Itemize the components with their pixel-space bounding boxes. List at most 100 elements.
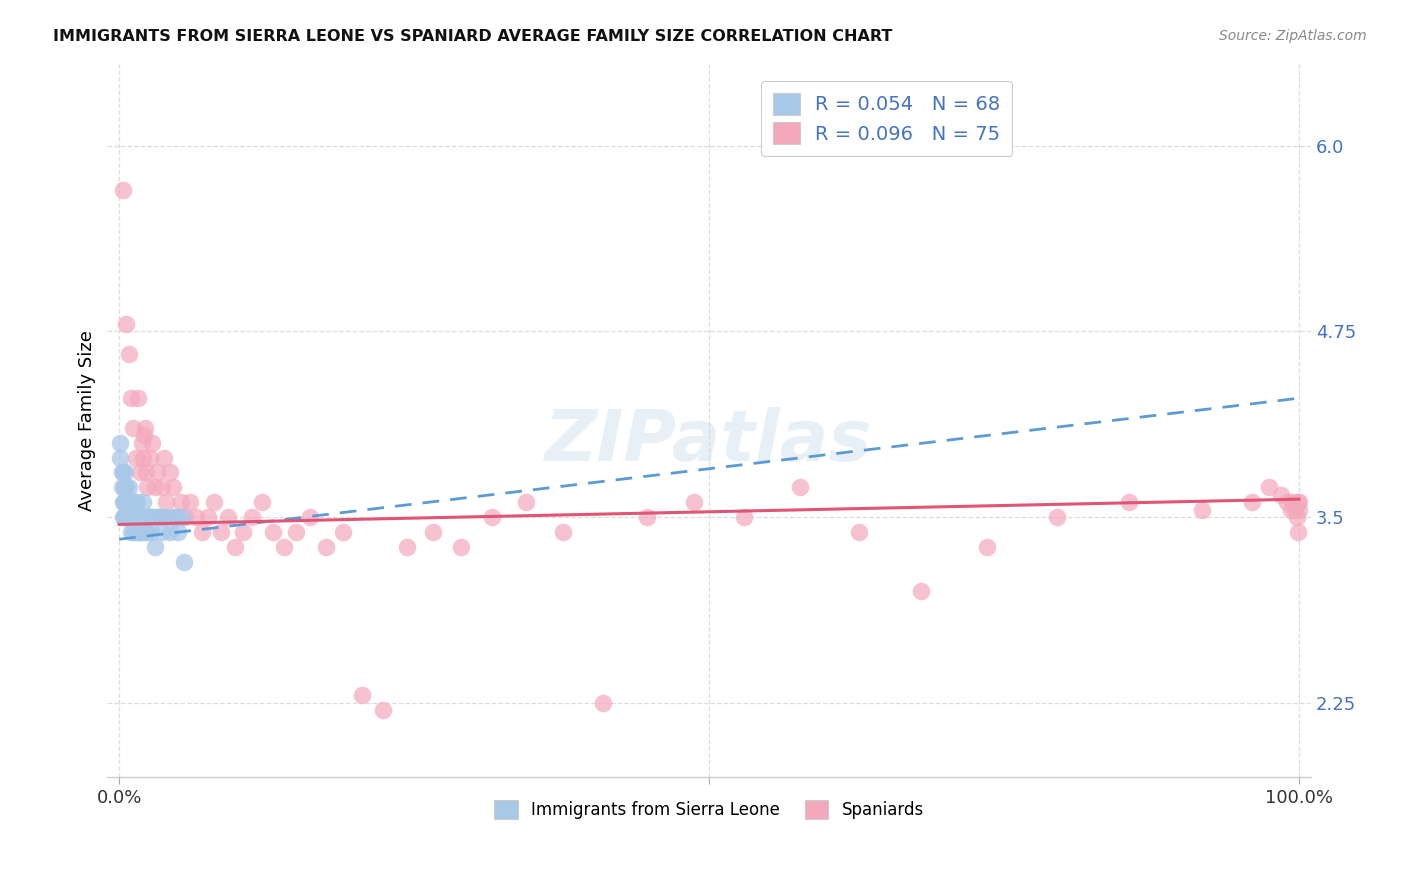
Point bbox=[450, 540, 472, 554]
Point bbox=[1284, 502, 1306, 516]
Point bbox=[159, 466, 181, 480]
Point bbox=[127, 510, 149, 524]
Point bbox=[174, 510, 197, 524]
Point bbox=[285, 524, 308, 539]
Point bbox=[131, 524, 153, 539]
Point bbox=[848, 524, 870, 539]
Point bbox=[115, 480, 138, 494]
Point bbox=[111, 510, 134, 524]
Point bbox=[118, 495, 141, 509]
Point bbox=[115, 317, 138, 331]
Point bbox=[1118, 495, 1140, 509]
Point bbox=[299, 510, 322, 524]
Point bbox=[146, 466, 169, 480]
Point bbox=[166, 510, 188, 524]
Point bbox=[1279, 502, 1302, 516]
Point bbox=[153, 450, 176, 465]
Point bbox=[112, 480, 135, 494]
Point bbox=[132, 450, 155, 465]
Point bbox=[315, 540, 337, 554]
Point bbox=[138, 510, 160, 524]
Point bbox=[153, 510, 176, 524]
Point bbox=[141, 435, 163, 450]
Point bbox=[1286, 495, 1309, 509]
Point bbox=[112, 495, 135, 509]
Point bbox=[114, 510, 136, 524]
Point bbox=[1288, 502, 1310, 516]
Point bbox=[120, 391, 142, 405]
Point bbox=[332, 524, 354, 539]
Point bbox=[1286, 524, 1309, 539]
Point bbox=[128, 524, 150, 539]
Point bbox=[1275, 495, 1298, 509]
Point bbox=[124, 495, 146, 509]
Point bbox=[1240, 495, 1263, 509]
Text: ZIPatlas: ZIPatlas bbox=[546, 408, 873, 476]
Point bbox=[110, 450, 132, 465]
Point bbox=[142, 510, 165, 524]
Point bbox=[159, 524, 181, 539]
Point bbox=[120, 495, 142, 509]
Point bbox=[132, 510, 155, 524]
Point bbox=[136, 510, 159, 524]
Point bbox=[117, 510, 139, 524]
Point bbox=[1270, 488, 1292, 502]
Point bbox=[209, 524, 232, 539]
Point bbox=[129, 524, 152, 539]
Point bbox=[148, 510, 170, 524]
Point bbox=[131, 435, 153, 450]
Point bbox=[636, 510, 658, 524]
Point bbox=[122, 510, 145, 524]
Point bbox=[1191, 502, 1213, 516]
Point bbox=[125, 495, 148, 509]
Point bbox=[139, 524, 162, 539]
Point bbox=[592, 696, 614, 710]
Point bbox=[120, 510, 142, 524]
Point bbox=[162, 510, 184, 524]
Point bbox=[132, 510, 155, 524]
Point bbox=[129, 466, 152, 480]
Point bbox=[132, 428, 155, 442]
Point bbox=[173, 555, 195, 569]
Point bbox=[217, 510, 239, 524]
Point bbox=[114, 466, 136, 480]
Point bbox=[162, 480, 184, 494]
Point bbox=[682, 495, 704, 509]
Point bbox=[1285, 510, 1308, 524]
Point bbox=[146, 510, 169, 524]
Point bbox=[169, 495, 191, 509]
Point bbox=[352, 688, 374, 702]
Point bbox=[481, 510, 503, 524]
Point bbox=[111, 183, 134, 197]
Point bbox=[1046, 510, 1069, 524]
Point bbox=[232, 524, 254, 539]
Point bbox=[143, 480, 166, 494]
Point bbox=[515, 495, 537, 509]
Point bbox=[789, 480, 811, 494]
Point bbox=[262, 524, 284, 539]
Point bbox=[121, 510, 143, 524]
Point bbox=[132, 495, 155, 509]
Point bbox=[224, 540, 246, 554]
Point bbox=[135, 466, 157, 480]
Point bbox=[110, 480, 132, 494]
Point bbox=[139, 450, 162, 465]
Point bbox=[179, 495, 201, 509]
Point bbox=[134, 524, 156, 539]
Point bbox=[115, 510, 138, 524]
Point bbox=[129, 510, 152, 524]
Point bbox=[551, 524, 574, 539]
Point bbox=[110, 466, 132, 480]
Point bbox=[250, 495, 273, 509]
Point bbox=[733, 510, 755, 524]
Point bbox=[150, 480, 173, 494]
Legend: Immigrants from Sierra Leone, Spaniards: Immigrants from Sierra Leone, Spaniards bbox=[488, 793, 931, 826]
Point bbox=[184, 510, 207, 524]
Point bbox=[150, 524, 173, 539]
Point bbox=[124, 510, 146, 524]
Point bbox=[114, 495, 136, 509]
Point bbox=[136, 480, 159, 494]
Point bbox=[122, 421, 145, 435]
Point bbox=[117, 480, 139, 494]
Point bbox=[155, 510, 177, 524]
